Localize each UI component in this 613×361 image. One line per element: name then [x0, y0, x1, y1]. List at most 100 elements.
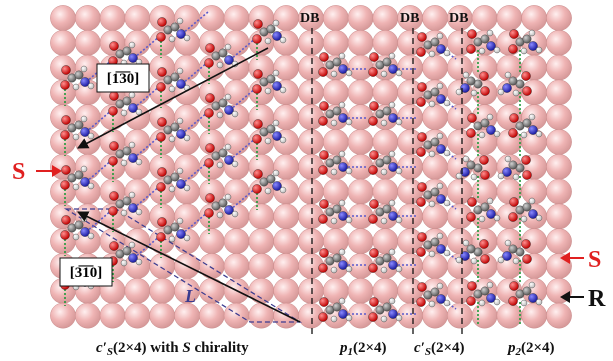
oxygen-atom	[318, 214, 328, 224]
carbon-atom	[332, 155, 342, 165]
hydrogen-atom	[72, 183, 80, 191]
hydrogen-bond	[133, 35, 161, 59]
hydrogen-atom	[128, 191, 136, 199]
oxygen-atom	[417, 232, 427, 242]
carbon-atom	[122, 46, 132, 56]
oxygen-atom	[253, 19, 263, 29]
oxygen-atom	[318, 312, 328, 322]
nitrogen-atom	[272, 31, 282, 41]
hydrogen-atom	[338, 248, 346, 256]
nitrogen-atom	[128, 203, 138, 213]
carbon-atom	[382, 57, 392, 67]
surface-atom	[347, 79, 374, 106]
surface-atom	[422, 5, 448, 31]
hydrogen-atom	[478, 47, 486, 55]
hydrogen-atom	[493, 46, 501, 54]
carbon-atom	[522, 286, 532, 296]
oxygen-atom	[253, 69, 263, 79]
nitrogen-atom	[338, 113, 348, 123]
hydrogen-atom	[345, 118, 353, 126]
chirality-label-right-s: S	[588, 247, 601, 273]
oxygen-atom	[109, 191, 119, 201]
surface-atom	[546, 153, 572, 180]
hydrogen-atom	[436, 182, 444, 190]
surface-atom	[99, 5, 126, 31]
hydrogen-atom	[120, 259, 128, 267]
oxygen-atom	[416, 147, 426, 157]
carbon-atom	[508, 160, 518, 170]
carbon-atom	[218, 98, 228, 108]
oxygen-atom	[480, 254, 490, 264]
nitrogen-atom	[460, 251, 470, 261]
hydrogen-atom	[120, 209, 128, 217]
domain-boundary-label: DB	[300, 11, 319, 26]
arrow-left-icon	[560, 291, 584, 303]
oxygen-atom	[417, 82, 427, 92]
direction-arrow-upper	[77, 47, 269, 149]
oxygen-atom	[369, 297, 379, 307]
hydrogen-atom	[80, 65, 88, 73]
oxygen-atom	[521, 71, 531, 81]
oxygen-atom	[157, 167, 167, 177]
hydrogen-atom	[224, 193, 232, 201]
hydrogen-bond	[229, 137, 257, 161]
oxygen-atom	[368, 312, 378, 322]
carbon-atom	[170, 72, 180, 82]
oxygen-atom	[417, 132, 427, 142]
hydrogen-bond	[181, 211, 209, 235]
nitrogen-atom	[338, 309, 348, 319]
surface-atom	[198, 302, 225, 329]
surface-atom	[372, 79, 399, 106]
surface-atom	[546, 129, 572, 155]
carbon-atom	[480, 202, 490, 212]
oxygen-atom	[60, 180, 70, 190]
oxygen-atom	[508, 128, 518, 138]
oxygen-atom	[318, 263, 328, 273]
carbon-atom	[480, 286, 490, 296]
hydrogen-atom	[128, 91, 136, 99]
surface-atom	[471, 302, 498, 329]
hydrogen-atom	[80, 165, 88, 173]
carbon-atom	[430, 237, 440, 247]
oxygen-atom	[252, 134, 262, 144]
hydrogen-atom	[395, 216, 403, 224]
oxygen-atom	[480, 170, 490, 180]
hydrogen-atom	[380, 266, 388, 274]
carbon-atom	[332, 204, 342, 214]
hydrogen-bond	[85, 159, 113, 183]
hydrogen-atom	[504, 71, 512, 79]
oxygen-atom	[369, 52, 379, 62]
hydrogen-atom	[428, 150, 436, 158]
surface-atom	[347, 29, 374, 56]
surface-atom	[198, 228, 225, 255]
hydrogen-atom	[183, 184, 191, 192]
chirality-label-left-s: S	[12, 159, 25, 185]
arrow-right-icon	[36, 165, 62, 177]
nitrogen-atom	[460, 83, 470, 93]
carbon-atom	[266, 74, 276, 84]
hydrogen-atom	[224, 143, 232, 151]
hydrogen-atom	[497, 88, 505, 96]
oxygen-atom	[521, 155, 531, 165]
surface-atom	[347, 228, 374, 255]
carbon-atom	[332, 253, 342, 263]
surface-atom	[372, 5, 399, 31]
surface-atom	[273, 228, 300, 255]
hydrogen-atom	[428, 50, 436, 58]
hydrogen-atom	[87, 82, 95, 90]
carbon-atom	[480, 34, 490, 44]
oxygen-atom	[368, 67, 378, 77]
carbon-atom	[74, 220, 84, 230]
hydrogen-atom	[176, 167, 184, 175]
surface-atom	[273, 203, 300, 230]
hydrogen-atom	[128, 141, 136, 149]
carbon-atom	[218, 198, 228, 208]
direction-label-lower-text: [3̅1̅0]	[70, 265, 103, 281]
hydrogen-atom	[272, 19, 280, 27]
oxygen-atom	[509, 281, 519, 291]
hydrogen-atom	[330, 119, 338, 127]
oxygen-atom	[157, 17, 167, 27]
carbon-atom	[382, 302, 392, 312]
hydrogen-atom	[486, 281, 494, 289]
hydrogen-atom	[528, 197, 536, 205]
